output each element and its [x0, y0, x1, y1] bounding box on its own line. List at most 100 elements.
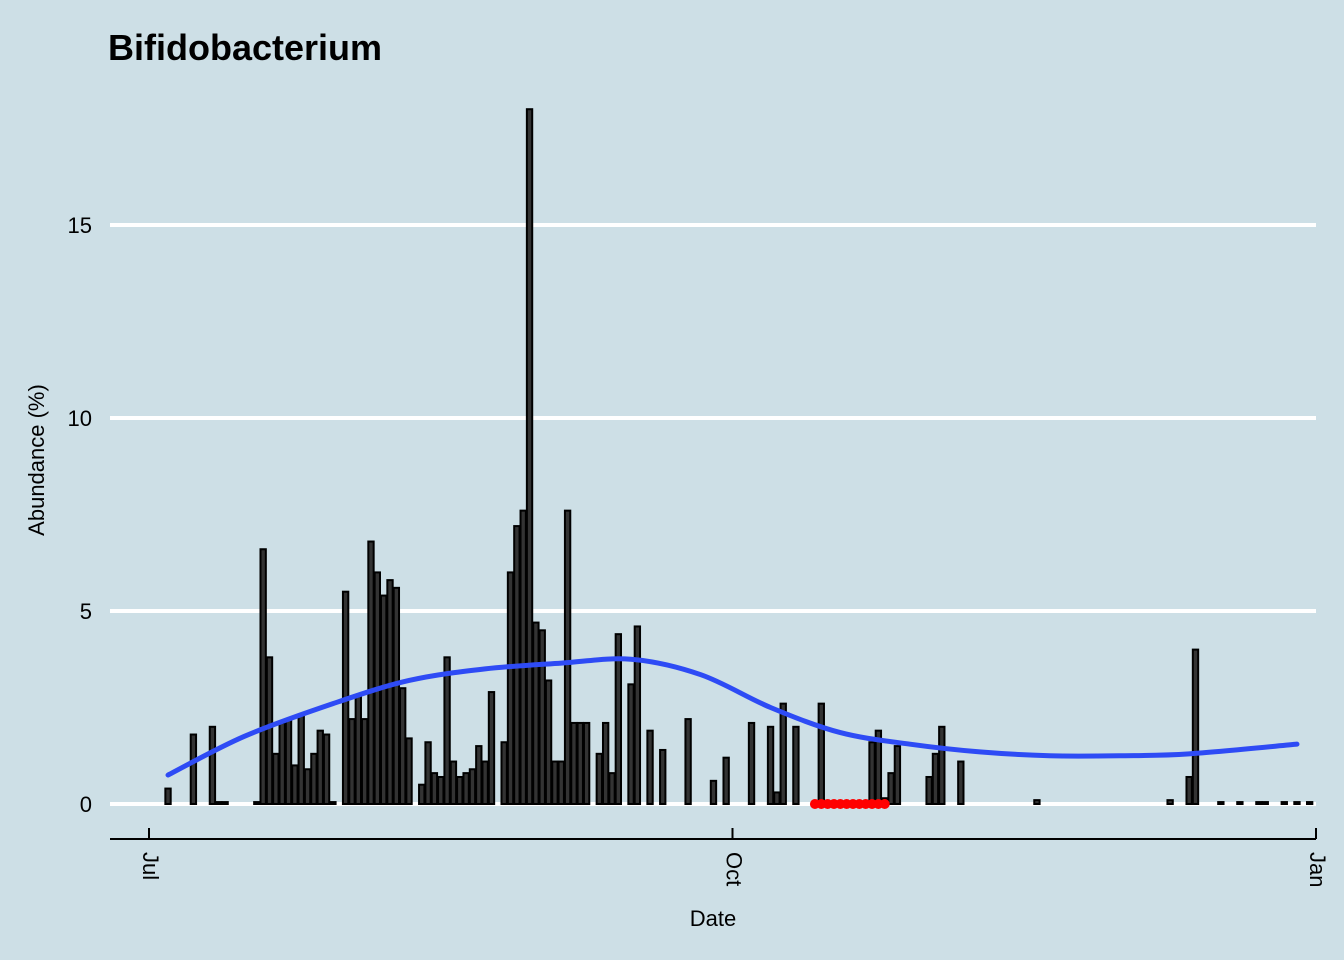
bar-2021-09-30 — [722, 756, 730, 805]
bar-2021-07-18 — [253, 801, 261, 806]
bar-2021-07-20 — [265, 656, 274, 805]
bar-2021-10-07 — [766, 725, 775, 805]
bar-2021-08-04 — [360, 718, 369, 806]
bar-2021-07-24 — [291, 764, 299, 806]
bar-2021-11-06 — [957, 760, 965, 805]
bar-2021-10-15 — [817, 702, 825, 806]
y-tick-label-15: 15 — [68, 213, 92, 238]
bar-2021-08-30 — [525, 108, 534, 805]
bar-2021-10-09 — [779, 702, 787, 806]
bar-2021-12-09 — [1166, 799, 1174, 806]
zero-point-2021-10-25 — [879, 799, 890, 809]
bar-2021-07-08 — [189, 733, 198, 806]
bar-2021-07-23 — [284, 718, 293, 806]
bar-2021-09-28 — [709, 779, 718, 806]
bar-2021-09-10 — [595, 752, 603, 806]
bars — [164, 108, 1314, 806]
bar-2021-10-26 — [887, 772, 895, 805]
bar-2021-09-13 — [614, 633, 623, 805]
bar-2021-07-21 — [272, 752, 280, 806]
bar-2021-08-13 — [418, 783, 426, 806]
bar-2021-07-29 — [322, 733, 331, 806]
bar-2021-07-22 — [278, 721, 286, 805]
x-axis: Jul Oct Jan — [110, 828, 1330, 887]
bar-2021-07-26 — [303, 768, 312, 806]
bar-2021-08-22 — [475, 745, 483, 805]
bar-2021-08-27 — [506, 571, 515, 806]
bar-2021-08-15 — [430, 772, 439, 805]
bar-2021-08-29 — [519, 509, 527, 805]
bar-2021-09-08 — [582, 721, 591, 805]
bar-2021-07-11 — [208, 725, 217, 805]
bar-2021-07-25 — [297, 714, 305, 805]
bar-2021-09-04 — [557, 760, 565, 805]
bar-2021-08-26 — [500, 741, 508, 805]
bar-2021-08-24 — [487, 691, 496, 805]
bar-2021-10-23 — [868, 741, 876, 805]
bar-2021-08-03 — [354, 694, 362, 805]
bar-2021-08-18 — [449, 760, 458, 805]
bar-2021-09-20 — [659, 748, 667, 806]
bar-2021-08-23 — [481, 760, 489, 805]
bar-2021-12-23 — [1255, 801, 1263, 806]
bar-2021-08-07 — [379, 594, 388, 805]
bar-2021-09-03 — [551, 760, 559, 805]
bar-2021-10-27 — [893, 745, 902, 805]
bar-2021-12-13 — [1191, 648, 1200, 805]
bar-2021-11-18 — [1033, 799, 1041, 806]
bar-2021-09-01 — [538, 629, 546, 805]
x-tick-label-Jul: Jul — [138, 852, 163, 880]
bar-2021-11-01 — [925, 775, 933, 805]
bar-2021-08-31 — [532, 621, 540, 806]
bar-2021-12-29 — [1293, 801, 1301, 806]
bar-2021-09-15 — [627, 683, 635, 806]
y-tick-label-0: 0 — [80, 792, 92, 817]
bar-2021-10-08 — [773, 791, 781, 805]
bar-2021-08-16 — [437, 775, 445, 805]
bar-2021-09-02 — [544, 679, 553, 805]
bar-2021-09-16 — [633, 625, 642, 805]
bar-2021-07-28 — [316, 729, 324, 805]
smooth-line — [165, 656, 1300, 778]
chart-title: Bifidobacterium — [108, 27, 382, 68]
bar-2021-08-17 — [443, 656, 451, 805]
bar-2021-09-05 — [563, 509, 572, 805]
bar-2021-07-04 — [164, 787, 172, 805]
bar-2021-12-31 — [1305, 801, 1314, 806]
bar-2021-07-19 — [259, 548, 267, 805]
bar-2021-12-24 — [1261, 801, 1269, 806]
bar-2021-07-27 — [310, 752, 318, 806]
bar-2021-11-03 — [938, 725, 946, 805]
bar-2021-09-11 — [601, 721, 610, 805]
bar-2021-09-18 — [646, 729, 654, 805]
smooth-curve — [165, 656, 1300, 778]
bar-2021-11-02 — [931, 752, 940, 806]
bar-2021-08-14 — [424, 741, 432, 805]
bar-2021-12-27 — [1280, 801, 1288, 806]
bar-2021-09-12 — [608, 772, 616, 805]
bar-2021-08-09 — [392, 586, 401, 806]
y-tick-labels: 0 5 10 15 — [68, 213, 92, 817]
x-tick-label-Oct: Oct — [722, 852, 747, 886]
y-tick-label-5: 5 — [80, 599, 92, 624]
bar-2021-09-24 — [684, 718, 692, 806]
bar-2021-09-07 — [576, 721, 584, 805]
y-axis-label: Abundance (%) — [24, 384, 49, 536]
zero-points — [809, 799, 890, 809]
bar-2021-07-13 — [221, 801, 229, 806]
bar-2021-08-05 — [367, 540, 375, 806]
x-tick-label-Jan: Jan — [1305, 852, 1330, 887]
bar-2021-07-30 — [329, 801, 337, 806]
bar-2021-10-04 — [747, 721, 756, 805]
bar-2021-08-02 — [348, 718, 356, 806]
bar-2021-08-11 — [405, 737, 413, 806]
bar-2021-12-17 — [1217, 801, 1225, 806]
bar-2021-08-21 — [468, 768, 477, 806]
x-axis-label: Date — [690, 906, 736, 931]
y-tick-label-10: 10 — [68, 406, 92, 431]
bar-2021-12-12 — [1185, 775, 1193, 805]
bar-2021-07-12 — [215, 801, 223, 806]
bar-2021-08-19 — [456, 775, 464, 805]
